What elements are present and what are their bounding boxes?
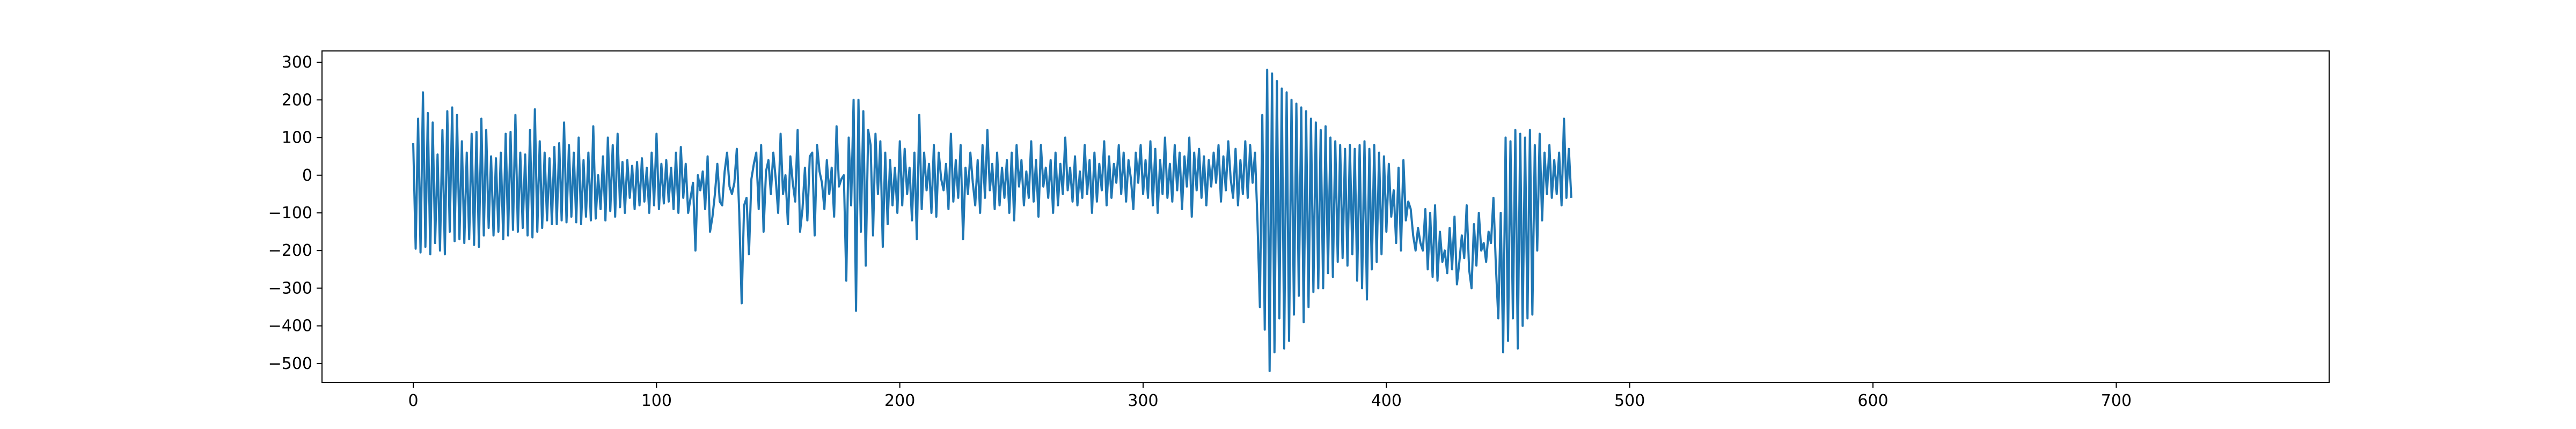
y-tick-label: 300 xyxy=(282,53,312,72)
axes-frame xyxy=(321,50,2330,383)
series-line xyxy=(412,69,1572,372)
x-tick-label: 700 xyxy=(2101,391,2132,410)
y-tick-label: −500 xyxy=(268,354,312,373)
y-tick-label: 100 xyxy=(282,129,312,147)
x-tick-label: 100 xyxy=(641,391,672,410)
x-tick-label: 300 xyxy=(1128,391,1158,410)
x-tick-label: 0 xyxy=(408,391,418,410)
plot-area xyxy=(321,50,2330,383)
x-tick-label: 500 xyxy=(1614,391,1645,410)
y-axis: 300 200 100 0 −100 −200 −300 −400 −500 xyxy=(268,53,322,373)
y-tick-label: −100 xyxy=(268,204,312,223)
y-tick-label: −200 xyxy=(268,241,312,260)
y-tick-label: −300 xyxy=(268,279,312,298)
x-tick-label: 400 xyxy=(1371,391,1402,410)
y-tick-label: −400 xyxy=(268,317,312,336)
x-axis: 0 100 200 300 400 500 600 700 xyxy=(408,382,2132,410)
x-tick-label: 600 xyxy=(1857,391,1888,410)
x-tick-label: 200 xyxy=(884,391,915,410)
y-tick-label: 200 xyxy=(282,91,312,109)
y-tick-label: 0 xyxy=(302,166,312,185)
